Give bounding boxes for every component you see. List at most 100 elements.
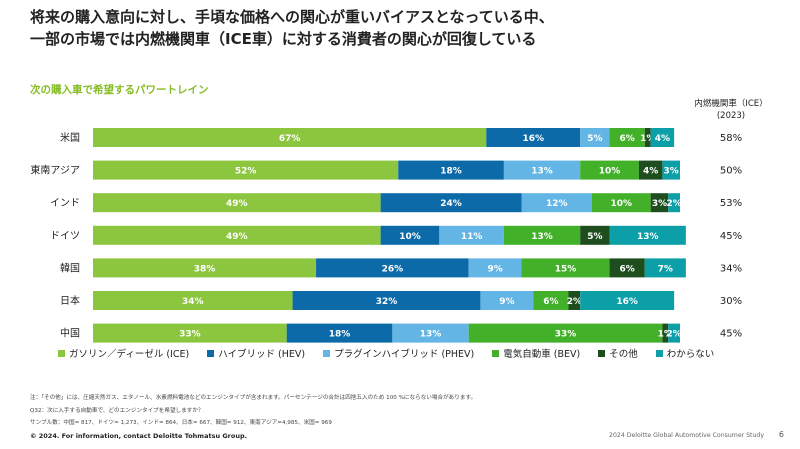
bar-segment <box>662 160 680 180</box>
note-definition: 注：「その他」には、圧縮天然ガス、エタノール、水素燃料電池などのエンジンタイプが… <box>30 395 477 401</box>
bar-segment <box>292 291 481 310</box>
data-label: 11% <box>461 232 483 242</box>
bar-segment <box>668 193 680 213</box>
bar-segment <box>580 128 610 147</box>
data-label: 15% <box>555 264 577 274</box>
data-label: 10% <box>399 232 421 242</box>
data-label: 3% <box>652 199 667 209</box>
note-question: Q32：次に入手する自動車で、どのエンジンタイプを希望しますか？ <box>30 407 204 414</box>
data-label: 52% <box>235 167 257 177</box>
data-label: 33% <box>179 330 201 340</box>
ice-2023-header: 内燃機関車（ICE） (2023) <box>690 98 772 122</box>
bar-segment <box>93 291 293 310</box>
data-label: 16% <box>522 134 544 144</box>
bar-segment <box>580 225 610 245</box>
data-label: 33% <box>555 330 577 340</box>
legend-swatch <box>492 349 500 357</box>
bar-segment <box>503 225 581 245</box>
bar-segment <box>644 258 686 278</box>
bar-segment <box>286 323 393 343</box>
bar-segment <box>609 225 686 245</box>
category-label: 日本 <box>60 294 80 307</box>
data-label: 13% <box>531 167 553 177</box>
legend-label: 電気自動車 (BEV) <box>503 349 581 360</box>
data-label: 18% <box>329 330 351 340</box>
data-label: 1% <box>640 134 655 144</box>
category-label: ドイツ <box>50 231 80 242</box>
bar-segment <box>93 193 381 213</box>
data-label: 16% <box>616 297 638 307</box>
legend-label: ハイブリッド (HEV) <box>218 349 306 360</box>
bar-segment <box>486 128 581 147</box>
data-label: 1% <box>658 330 673 340</box>
legend-item: 電気自動車 (BEV) <box>492 346 580 360</box>
legend-item: その他 <box>598 346 638 360</box>
ice-2023-value: 34% <box>720 263 742 274</box>
data-label: 12% <box>546 199 568 209</box>
data-label: 3% <box>664 167 679 177</box>
legend-swatch <box>58 349 65 357</box>
bar-segment <box>662 323 669 343</box>
chart-legend: ガソリン／ディーゼル (ICE) ハイブリッド (HEV) プラグインハイブリッド … <box>58 346 714 360</box>
legend-label: ガソリン／ディーゼル (ICE) <box>69 349 190 360</box>
legend-swatch <box>598 349 606 357</box>
ice-header-label: 内燃機関車（ICE） <box>694 99 768 109</box>
bar-segment <box>468 258 522 278</box>
bar-segment <box>580 160 639 180</box>
bar-segment <box>480 291 534 310</box>
page-title: 将来の購入意向に対し、手頃な価格への関心が重いバイアスとなっている中、 一部の市… <box>30 6 750 50</box>
data-label: 49% <box>226 199 248 209</box>
legend-swatch <box>323 349 331 357</box>
data-label: 24% <box>440 199 462 209</box>
data-label: 6% <box>543 297 558 307</box>
data-label: 7% <box>658 264 673 274</box>
data-label: 13% <box>637 232 659 242</box>
copyright: © 2024. For information, contact Deloitt… <box>30 432 248 440</box>
bar-segment <box>591 193 651 213</box>
data-label: 4% <box>655 134 670 144</box>
bar-segment <box>521 193 592 213</box>
bar-segment <box>650 193 669 213</box>
legend-swatch <box>207 349 215 357</box>
legend-label: わからない <box>666 349 715 360</box>
bar-segment <box>93 160 399 180</box>
legend-swatch <box>655 349 663 357</box>
ice-2023-value: 45% <box>720 329 742 340</box>
ice-2023-value: 58% <box>720 133 742 144</box>
data-label: 4% <box>643 167 658 177</box>
data-label: 5% <box>587 134 602 144</box>
legend-label: プラグインハイブリッド (PHEV) <box>334 349 475 360</box>
bar-segment <box>521 258 610 278</box>
data-label: 9% <box>487 264 502 274</box>
ice-2023-value: 53% <box>720 198 742 209</box>
bar-segment <box>468 323 663 343</box>
data-label: 2% <box>666 199 681 209</box>
bar-segment <box>380 225 440 245</box>
data-label: 5% <box>587 232 602 242</box>
data-label: 10% <box>611 199 633 209</box>
data-label: 2% <box>567 297 582 307</box>
legend-item: ハイブリッド (HEV) <box>207 346 305 360</box>
data-label: 10% <box>599 167 621 177</box>
data-label: 32% <box>376 297 398 307</box>
bar-segment <box>609 258 645 278</box>
title-line-1: 将来の購入意向に対し、手頃な価格への関心が重いバイアスとなっている中、 <box>30 8 554 26</box>
bar-segment <box>638 160 663 180</box>
footer-study-name: 2024 Deloitte Global Automotive Consumer… <box>609 432 764 439</box>
data-label: 9% <box>499 297 514 307</box>
bar-segment <box>392 323 469 343</box>
bar-segment <box>668 323 680 343</box>
footnotes: 注：「その他」には、圧縮天然ガス、エタノール、水素燃料電池などのエンジンタイプが… <box>30 392 730 430</box>
bar-segment <box>650 128 675 147</box>
bar-segment <box>609 128 645 147</box>
bar-segment <box>93 128 487 147</box>
ice-header-year: (2023) <box>716 111 746 121</box>
bar-segment <box>503 160 581 180</box>
data-label: 49% <box>226 232 248 242</box>
bar-segment <box>533 291 569 310</box>
data-label: 67% <box>279 134 301 144</box>
data-label: 2% <box>666 330 681 340</box>
bar-segment <box>93 323 287 343</box>
data-label: 13% <box>531 232 553 242</box>
